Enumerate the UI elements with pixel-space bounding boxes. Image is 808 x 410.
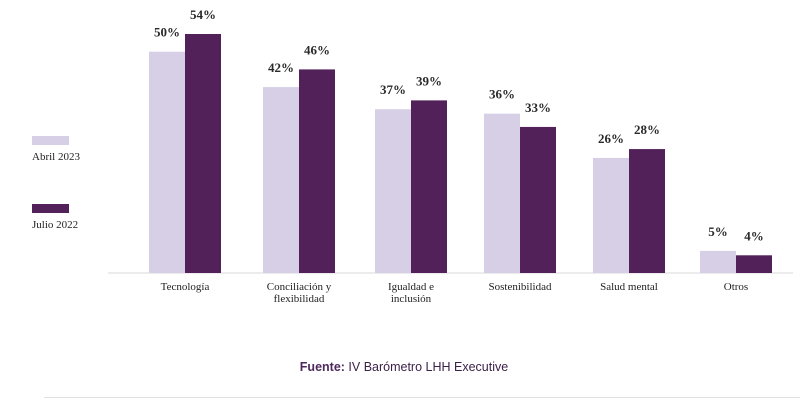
bar-julio-2022-2 bbox=[411, 100, 447, 273]
bars: 50% 54% Tecnología 42% 46% Conciliación y flex… bbox=[149, 7, 772, 305]
bar-julio-2022-0 bbox=[185, 34, 221, 273]
data-label: 5% bbox=[708, 224, 728, 239]
legend-label: Abril 2023 bbox=[32, 151, 80, 163]
data-label: 39% bbox=[416, 73, 442, 88]
category-label: Conciliación y flexibilidad bbox=[267, 281, 332, 305]
bottom-divider bbox=[44, 397, 800, 398]
bar-abril-2023-3 bbox=[484, 113, 520, 274]
data-label: 26% bbox=[598, 131, 624, 146]
data-label: 33% bbox=[525, 100, 551, 115]
data-label: 54% bbox=[190, 7, 216, 22]
source-text: IV Barómetro LHH Executive bbox=[344, 360, 509, 374]
bar-abril-2023-1 bbox=[263, 87, 299, 273]
data-label: 36% bbox=[489, 87, 515, 102]
bar-abril-2023-4 bbox=[593, 157, 629, 273]
data-label: 28% bbox=[634, 122, 660, 137]
category-label: Igualdad e inclusión bbox=[388, 281, 434, 305]
data-label: 46% bbox=[304, 42, 330, 57]
category-label: Tecnología bbox=[161, 281, 210, 293]
data-label: 4% bbox=[744, 228, 764, 243]
data-label: 42% bbox=[268, 60, 294, 75]
bar-chart: Abril 2023 Julio 2022 50% 54% Tecnología 42%… bbox=[32, 7, 793, 305]
bar-julio-2022-3 bbox=[520, 126, 556, 273]
bar-abril-2023-5 bbox=[700, 250, 736, 273]
data-label: 37% bbox=[380, 82, 406, 97]
legend-swatch bbox=[32, 136, 69, 145]
legend-swatch bbox=[32, 204, 69, 213]
bar-julio-2022-1 bbox=[299, 69, 335, 273]
bar-julio-2022-5 bbox=[736, 255, 772, 273]
category-label: Sostenibilidad bbox=[489, 281, 552, 293]
category-label: Otros bbox=[724, 281, 748, 293]
data-label: 50% bbox=[154, 25, 180, 40]
source-note: Fuente: IV Barómetro LHH Executive bbox=[0, 360, 808, 374]
legend-label: Julio 2022 bbox=[32, 219, 78, 231]
bar-abril-2023-0 bbox=[149, 51, 185, 273]
category-label: Salud mental bbox=[600, 281, 658, 293]
bar-abril-2023-2 bbox=[375, 109, 411, 273]
bar-julio-2022-4 bbox=[629, 149, 665, 273]
source-label: Fuente: bbox=[299, 360, 345, 374]
legend: Abril 2023 Julio 2022 bbox=[32, 136, 80, 231]
